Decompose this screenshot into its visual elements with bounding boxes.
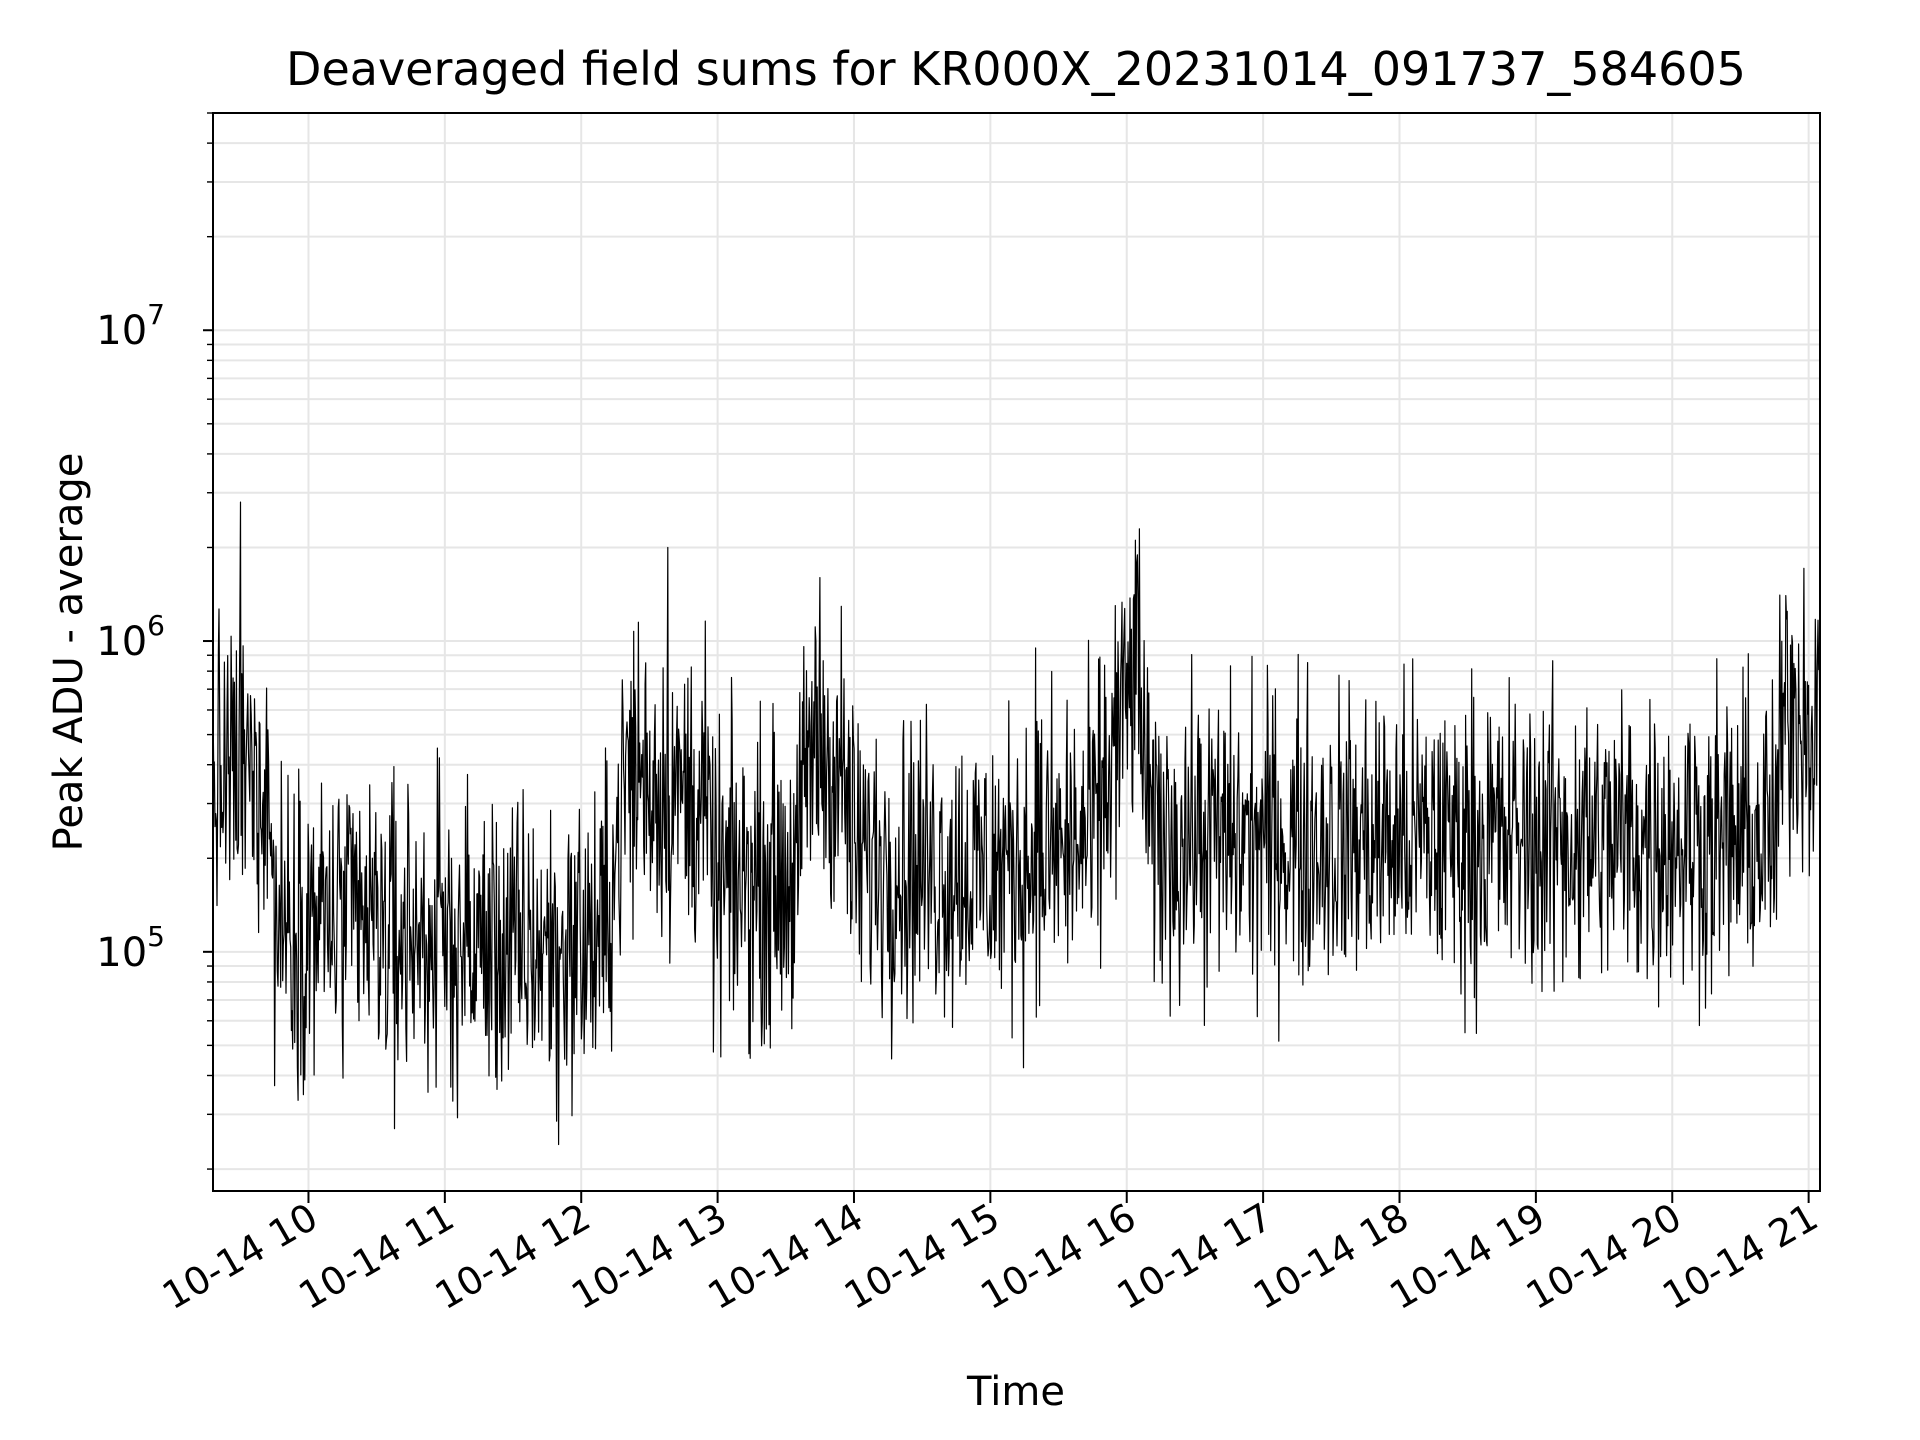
series-line — [212, 501, 1821, 1146]
plot-frame — [212, 112, 1821, 1192]
x-axis-label: Time — [966, 1369, 1065, 1415]
y-tick-label: 106 — [96, 609, 165, 665]
y-axis-label: Peak ADU - average — [46, 453, 92, 852]
y-tick-label: 107 — [96, 298, 165, 354]
chart-title: Deaveraged field sums for KR000X_2023101… — [286, 42, 1746, 96]
y-tick-label: 105 — [96, 920, 165, 976]
